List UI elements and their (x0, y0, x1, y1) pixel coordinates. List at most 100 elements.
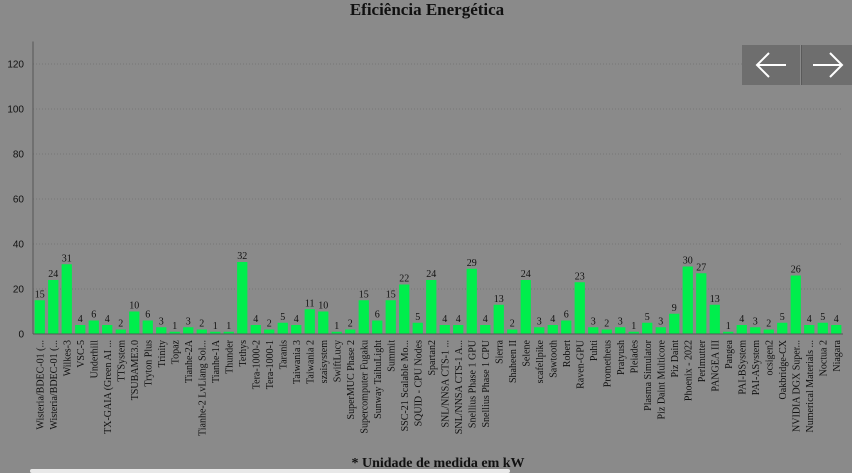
x-tick-label: Numerical Materials ... (805, 340, 816, 432)
bar[interactable] (628, 331, 639, 334)
bar[interactable] (34, 300, 45, 334)
bar[interactable] (426, 280, 437, 334)
x-tick-label: scafellpike (535, 339, 546, 383)
bar-value-label: 3 (159, 316, 164, 327)
bar[interactable] (169, 331, 180, 334)
bar[interactable] (115, 329, 126, 335)
x-tick-label: Tianhe-2A (184, 339, 195, 383)
bar[interactable] (547, 325, 558, 334)
bar[interactable] (507, 329, 518, 335)
chart-footnote: * Unidade de medida em kW (351, 456, 524, 471)
y-tick-label: 40 (13, 240, 25, 251)
bar[interactable] (615, 327, 626, 334)
bar[interactable] (709, 304, 720, 334)
x-tick-label: Tethys (238, 340, 249, 367)
x-tick-label: Spartan2 (427, 340, 438, 376)
bar-value-label: 3 (537, 316, 542, 327)
bar[interactable] (682, 266, 693, 335)
bar[interactable] (696, 273, 707, 334)
bar-value-label: 10 (318, 301, 328, 312)
x-tick-label: VSC-5 (76, 340, 87, 368)
bar[interactable] (156, 327, 167, 334)
bar[interactable] (250, 325, 261, 334)
bar[interactable] (75, 325, 86, 334)
bar[interactable] (642, 322, 653, 334)
bar-value-label: 5 (280, 312, 285, 323)
bar-value-label: 1 (226, 321, 231, 332)
bar[interactable] (534, 327, 545, 334)
bar-value-label: 6 (91, 310, 96, 321)
bar-value-label: 1 (334, 321, 339, 332)
bar[interactable] (574, 282, 585, 334)
bar[interactable] (723, 331, 734, 334)
x-tick-label: SSC-21 Scalable Mo... (400, 340, 411, 431)
x-tick-label: Summit (386, 340, 397, 372)
bar[interactable] (655, 327, 666, 334)
bar[interactable] (358, 300, 369, 334)
x-tick-label: Noctua 2 (818, 340, 829, 376)
next-page-button[interactable] (801, 45, 852, 85)
bar[interactable] (777, 322, 788, 334)
bar[interactable] (736, 325, 747, 334)
bar-value-label: 6 (145, 310, 150, 321)
bar[interactable] (61, 264, 72, 334)
bar[interactable] (493, 304, 504, 334)
bar-value-label: 30 (683, 256, 693, 267)
bar[interactable] (399, 284, 410, 335)
scrollbar-thumb[interactable] (30, 469, 510, 473)
bar[interactable] (304, 309, 315, 334)
x-tick-label: PANGEA III (710, 340, 721, 392)
bar[interactable] (385, 300, 396, 334)
bar-value-label: 4 (807, 314, 812, 325)
bar-value-label: 4 (550, 314, 555, 325)
bar[interactable] (412, 322, 423, 334)
bar[interactable] (129, 311, 140, 335)
bar-value-label: 2 (199, 319, 204, 330)
bar[interactable] (264, 329, 275, 335)
bar[interactable] (763, 329, 774, 335)
bar-value-label: 2 (267, 319, 272, 330)
arrow-right-icon (812, 52, 843, 78)
bar[interactable] (466, 268, 477, 334)
bar[interactable] (453, 325, 464, 334)
bar[interactable] (196, 329, 207, 335)
bar[interactable] (480, 325, 491, 334)
x-tick-label: SuperMUC Phase 2 (346, 340, 357, 419)
bar-value-label: 3 (591, 316, 596, 327)
horizontal-scrollbar[interactable] (0, 467, 852, 473)
bar[interactable] (142, 320, 153, 335)
bar[interactable] (223, 331, 234, 334)
x-tick-label: PAI-ASystem (751, 340, 762, 395)
x-tick-label: SNL/NNSA CTS-1 A... (454, 340, 465, 434)
x-tick-label: szaisystem (319, 340, 330, 384)
previous-page-button[interactable] (742, 45, 800, 85)
bar[interactable] (318, 311, 329, 335)
bar[interactable] (102, 325, 113, 334)
bar[interactable] (183, 327, 194, 334)
bar[interactable] (520, 280, 531, 334)
bar[interactable] (331, 331, 342, 334)
x-tick-label: PAI-BSystem (737, 340, 748, 395)
bar[interactable] (372, 320, 383, 335)
bar[interactable] (588, 327, 599, 334)
bar[interactable] (439, 325, 450, 334)
bar-value-label: 4 (739, 314, 744, 325)
bar[interactable] (210, 331, 221, 334)
bar[interactable] (669, 313, 680, 334)
bar[interactable] (345, 329, 356, 335)
bar[interactable] (237, 262, 248, 334)
bar[interactable] (750, 327, 761, 334)
bar[interactable] (601, 329, 612, 335)
bar-value-label: 4 (483, 314, 488, 325)
bar[interactable] (831, 325, 842, 334)
x-tick-label: Raven-GPU (575, 339, 586, 389)
bar[interactable] (817, 322, 828, 334)
bar[interactable] (804, 325, 815, 334)
bar[interactable] (277, 322, 288, 334)
x-tick-label: Prometheus (602, 340, 613, 387)
bar[interactable] (561, 320, 572, 335)
bar[interactable] (48, 280, 59, 334)
bar[interactable] (88, 320, 99, 335)
bar[interactable] (790, 275, 801, 335)
bar[interactable] (291, 325, 302, 334)
